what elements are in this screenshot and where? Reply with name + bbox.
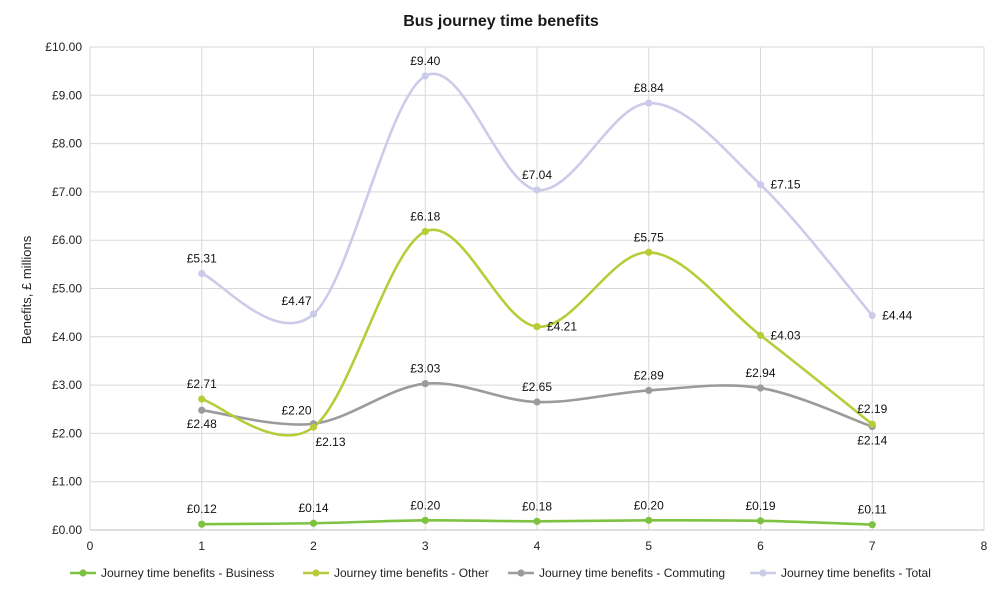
data-label: £2.65: [522, 380, 552, 394]
data-point: [309, 310, 318, 318]
data-label: £0.18: [522, 499, 552, 513]
y-tick-label: £4.00: [52, 330, 82, 344]
y-tick-label: £7.00: [52, 185, 82, 199]
data-label: £0.11: [858, 503, 887, 517]
gridlines: [89, 46, 985, 531]
y-tick-label: £8.00: [52, 137, 82, 151]
data-label: £2.71: [187, 377, 217, 391]
data-point: [198, 269, 206, 278]
y-tick-label: £0.00: [52, 523, 82, 537]
data-label: £0.14: [298, 501, 328, 515]
x-tick-label: 6: [757, 539, 764, 553]
data-label: £2.89: [634, 368, 664, 382]
data-point: [533, 398, 541, 406]
data-label: £3.03: [410, 362, 440, 376]
x-tick-label: 2: [310, 539, 317, 553]
axes: £0.00 £1.00 £2.00 £3.00 £4.00 £5.00 £6.00 £7.00…: [45, 40, 987, 553]
data-label: £0.19: [745, 499, 775, 513]
data-point: [645, 248, 653, 256]
data-label: £2.19: [857, 402, 887, 416]
x-tick-label: 0: [87, 539, 94, 553]
data-labels: £0.12 £0.14 £0.20 £0.18 £0.20 £0.19 £0.11 £2.71…: [187, 54, 913, 517]
y-tick-label: £6.00: [52, 233, 82, 247]
legend-label: Journey time benefits - Business: [101, 566, 274, 580]
data-point: [756, 517, 765, 525]
data-label: £2.20: [281, 404, 311, 418]
legend: Journey time benefits - Business Journey …: [70, 566, 931, 580]
data-label: £0.20: [410, 498, 440, 512]
data-point: [198, 406, 206, 414]
data-point: [309, 423, 318, 431]
data-point: [198, 520, 206, 528]
data-point: [756, 384, 765, 392]
y-tick-label: £2.00: [52, 426, 82, 440]
data-label: £7.15: [771, 178, 801, 192]
data-label: £4.47: [281, 294, 311, 308]
y-tick-label: £3.00: [52, 378, 82, 392]
data-label: £4.44: [882, 309, 912, 323]
data-label: £6.18: [410, 210, 440, 224]
legend-label: Journey time benefits - Total: [781, 566, 931, 580]
data-label: £9.40: [410, 54, 440, 68]
data-point: [533, 517, 541, 525]
data-label: £5.75: [634, 230, 664, 244]
y-tick-label: £1.00: [52, 475, 82, 489]
series-points: [198, 72, 876, 529]
data-point: [421, 227, 429, 236]
x-tick-label: 1: [198, 539, 205, 553]
data-label: £2.13: [316, 435, 346, 449]
data-label: £4.03: [771, 328, 801, 342]
data-point: [533, 186, 541, 194]
legend-label: Journey time benefits - Other: [334, 566, 489, 580]
legend-swatch-marker: [312, 569, 320, 577]
data-label: £8.84: [634, 81, 664, 95]
data-point: [868, 521, 876, 529]
data-point: [868, 420, 876, 428]
y-tick-label: £10.00: [45, 40, 82, 54]
data-label: £0.20: [634, 498, 664, 512]
legend-swatch-marker: [759, 569, 767, 577]
data-label: £2.94: [745, 366, 775, 380]
data-point: [198, 395, 206, 403]
data-label: £5.31: [187, 252, 217, 266]
data-point: [756, 331, 765, 339]
legend-swatch-marker: [517, 569, 525, 577]
data-label: £7.04: [522, 168, 552, 182]
y-tick-label: £5.00: [52, 282, 82, 296]
x-tick-label: 5: [645, 539, 652, 553]
data-point: [645, 386, 653, 395]
data-point: [756, 181, 765, 189]
data-point: [645, 516, 653, 524]
x-tick-label: 4: [534, 539, 541, 553]
data-point: [309, 519, 318, 527]
data-point: [533, 323, 541, 331]
y-axis-label: Benefits, £ millions: [19, 235, 34, 344]
x-tick-label: 3: [422, 539, 429, 553]
x-tick-label: 8: [981, 539, 988, 553]
legend-label: Journey time benefits - Commuting: [539, 566, 725, 580]
data-label: £2.14: [857, 434, 887, 448]
y-tick-label: £9.00: [52, 88, 82, 102]
data-label: £2.48: [187, 417, 217, 431]
data-point: [421, 380, 429, 388]
data-point: [645, 99, 653, 107]
legend-swatch-marker: [79, 569, 87, 577]
data-point: [421, 516, 429, 524]
data-point: [868, 311, 876, 320]
data-point: [421, 72, 429, 80]
x-tick-label: 7: [869, 539, 876, 553]
data-label: £4.21: [547, 320, 577, 334]
data-label: £0.12: [187, 502, 217, 516]
chart-title: Bus journey time benefits: [403, 13, 599, 30]
